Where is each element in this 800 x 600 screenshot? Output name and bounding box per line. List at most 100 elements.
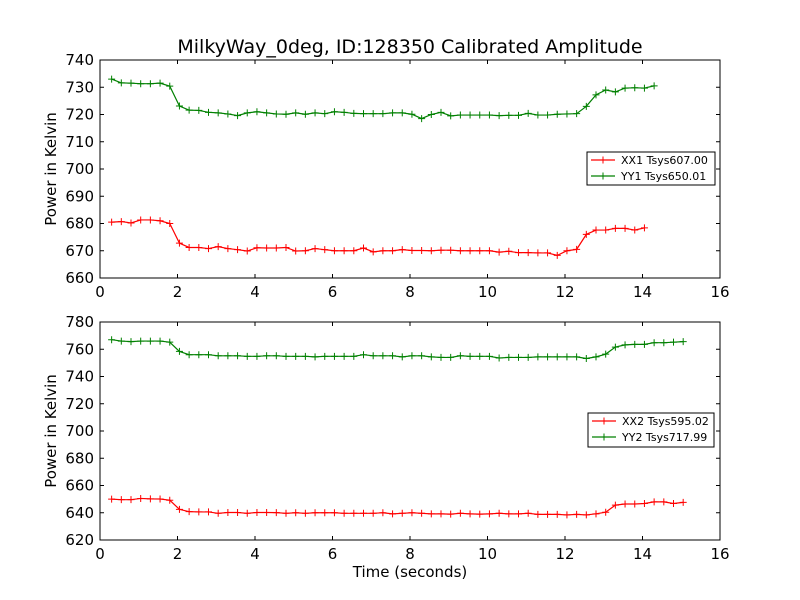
data-point	[505, 353, 513, 361]
x-tick-label: 6	[328, 283, 338, 301]
bottom-y-axis-label: Power in Kelvin	[42, 374, 60, 488]
data-point	[330, 352, 338, 360]
data-point	[573, 510, 581, 518]
legend-label: YY1 Tsys650.01	[620, 170, 706, 183]
data-point	[195, 508, 203, 516]
y-tick-label: 740	[65, 51, 94, 69]
data-point	[311, 353, 319, 361]
data-point	[175, 347, 183, 355]
data-point	[340, 509, 348, 517]
legend	[587, 412, 715, 448]
data-point	[301, 352, 309, 360]
data-point	[350, 109, 358, 117]
legend-label: XX1 Tsys607.00	[621, 154, 708, 167]
data-point	[243, 509, 251, 517]
data-point	[544, 510, 552, 518]
data-point	[108, 495, 116, 503]
data-point	[563, 511, 571, 519]
data-point	[263, 352, 271, 360]
data-point	[224, 352, 232, 360]
data-point	[185, 106, 193, 114]
data-point	[631, 226, 639, 234]
data-point	[640, 224, 648, 232]
data-point	[321, 352, 329, 360]
data-point	[389, 109, 397, 117]
data-point	[185, 351, 193, 359]
data-point	[321, 110, 329, 118]
data-point	[205, 245, 212, 253]
x-tick-label: 4	[250, 545, 260, 563]
data-point	[611, 343, 619, 351]
data-point	[156, 495, 164, 503]
data-point	[534, 111, 542, 119]
data-point	[534, 249, 542, 257]
data-point	[427, 353, 435, 361]
x-tick-label: 10	[478, 283, 497, 301]
data-point	[360, 351, 367, 359]
data-point	[205, 351, 212, 359]
data-point	[505, 247, 513, 255]
data-point	[437, 510, 445, 518]
data-point	[185, 508, 193, 516]
data-point	[640, 340, 648, 348]
data-point	[679, 338, 687, 346]
data-point	[456, 247, 464, 255]
data-point	[602, 86, 610, 94]
data-point	[408, 110, 416, 118]
legend-label: YY2 Tsys717.99	[621, 431, 707, 444]
data-point	[272, 244, 280, 252]
data-point	[602, 508, 610, 516]
data-point	[621, 341, 629, 349]
data-point	[205, 508, 212, 516]
data-point	[553, 251, 561, 259]
data-point	[253, 108, 261, 116]
data-point	[660, 339, 668, 347]
data-point	[253, 508, 261, 516]
data-point	[640, 499, 648, 507]
data-point	[108, 336, 116, 344]
data-point	[524, 249, 532, 257]
data-point	[330, 247, 338, 255]
data-point	[495, 112, 503, 120]
data-point	[418, 352, 426, 360]
y-tick-label: 620	[65, 531, 94, 549]
data-point	[108, 218, 116, 226]
data-point	[592, 226, 600, 234]
data-point	[582, 511, 590, 519]
data-point	[234, 352, 242, 360]
data-point	[563, 353, 571, 361]
data-point	[437, 246, 445, 254]
data-point	[282, 352, 290, 360]
y-tick-label: 730	[65, 78, 94, 96]
data-point	[427, 510, 435, 518]
data-point	[379, 352, 387, 360]
y-tick-label: 690	[65, 187, 94, 205]
top-chart: 0 2 4 6 8 10 12 14 16 660 670 680 690 700 710 720 730 740…	[65, 51, 729, 301]
data-point	[631, 500, 639, 508]
data-point	[408, 246, 416, 254]
data-point	[640, 84, 648, 92]
data-point	[340, 247, 348, 255]
data-point	[321, 509, 329, 517]
data-point	[292, 509, 300, 517]
x-tick-label: 8	[405, 283, 415, 301]
data-point	[127, 219, 135, 227]
x-tick-label: 12	[555, 545, 574, 563]
data-point	[650, 498, 658, 506]
data-point	[660, 498, 668, 506]
data-point	[214, 509, 222, 517]
data-point	[524, 509, 532, 517]
data-point	[292, 109, 300, 117]
data-point	[350, 509, 358, 517]
data-point	[360, 244, 367, 252]
x-tick-label: 4	[250, 283, 260, 301]
data-point	[292, 352, 300, 360]
data-point	[437, 353, 445, 361]
data-point	[195, 106, 203, 114]
y-tick-label: 780	[65, 313, 94, 331]
data-point	[311, 245, 319, 253]
data-point	[224, 110, 232, 118]
data-point	[582, 355, 590, 363]
data-point	[195, 351, 203, 359]
data-point	[224, 245, 232, 253]
